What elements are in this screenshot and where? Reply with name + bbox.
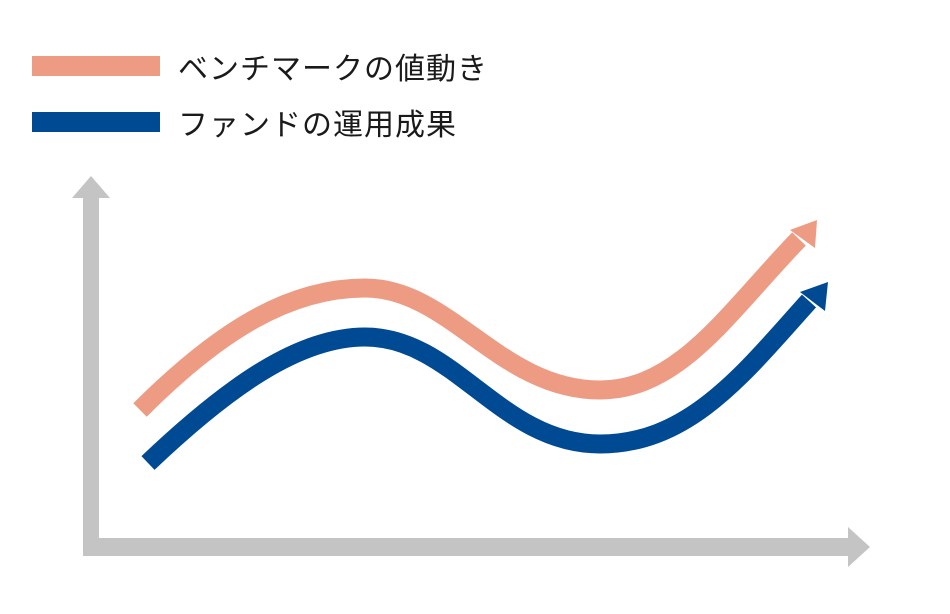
y-axis-line bbox=[83, 196, 99, 556]
legend-swatch-fund bbox=[32, 112, 160, 132]
y-axis-arrowhead bbox=[72, 176, 110, 198]
legend-item-fund: ファンドの運用成果 bbox=[32, 94, 488, 150]
x-axis-arrowhead bbox=[848, 527, 870, 567]
legend-label-benchmark: ベンチマークの値動き bbox=[178, 52, 488, 87]
legend-item-benchmark: ベンチマークの値動き bbox=[32, 38, 488, 94]
benchmark-curve bbox=[133, 232, 806, 417]
legend-swatch-benchmark bbox=[32, 56, 160, 76]
legend: ベンチマークの値動き ファンドの運用成果 bbox=[32, 38, 488, 150]
legend-label-fund: ファンドの運用成果 bbox=[178, 108, 457, 143]
fund-arrowhead bbox=[800, 282, 828, 311]
benchmark-arrowhead bbox=[790, 220, 817, 248]
x-axis-line bbox=[83, 538, 851, 556]
fund-curve bbox=[141, 294, 817, 470]
